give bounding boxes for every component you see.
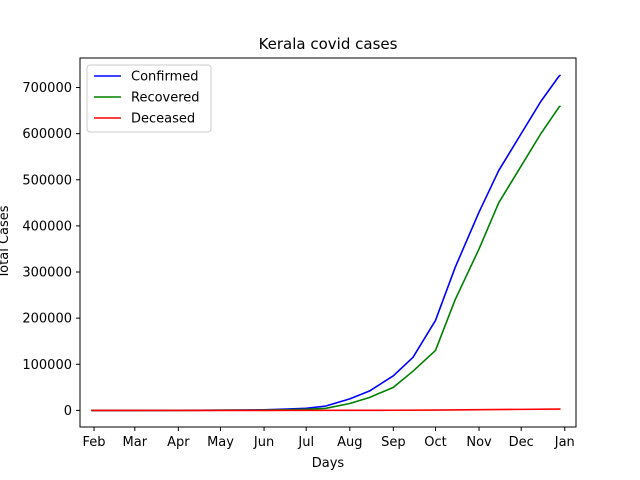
y-tick-label: 700000 bbox=[22, 81, 72, 96]
y-tick-label: 500000 bbox=[22, 173, 72, 188]
series-line-deceased bbox=[91, 408, 561, 412]
x-tick-label: Nov bbox=[466, 435, 492, 450]
legend-label-deceased: Deceased bbox=[131, 112, 195, 127]
x-tick-label: Jul bbox=[297, 435, 314, 450]
y-tick-label: 200000 bbox=[22, 312, 72, 327]
plot-frame bbox=[79, 57, 577, 428]
y-tick-label: 0 bbox=[64, 404, 72, 419]
x-tick-label: May bbox=[207, 435, 234, 450]
x-tick-label: Aug bbox=[337, 435, 362, 450]
x-tick-label: Jun bbox=[253, 435, 274, 450]
x-tick-label: Oct bbox=[424, 435, 446, 450]
legend-label-recovered: Recovered bbox=[131, 91, 200, 106]
legend-label-confirmed: Confirmed bbox=[131, 70, 199, 85]
y-tick-label: 600000 bbox=[22, 127, 72, 142]
x-tick-label: Jan bbox=[554, 435, 575, 450]
x-tick-label: Feb bbox=[83, 435, 106, 450]
y-tick-label: 100000 bbox=[22, 358, 72, 373]
chart-title: Kerala covid cases bbox=[259, 35, 398, 53]
axis-ticks: Feb Mar Apr May Jun Jul Aug Sep Oct Nov Dec Jan 0 100… bbox=[22, 81, 574, 450]
x-tick-label: Dec bbox=[509, 435, 534, 450]
x-axis-label: Days bbox=[312, 456, 345, 471]
x-tick-label: Apr bbox=[167, 435, 190, 450]
y-tick-label: 300000 bbox=[22, 266, 72, 281]
y-axis-label: Total Cases bbox=[0, 205, 12, 279]
y-tick-label: 400000 bbox=[22, 219, 72, 234]
x-tick-label: Sep bbox=[381, 435, 406, 450]
series-lines bbox=[91, 74, 561, 412]
x-tick-label: Mar bbox=[123, 435, 148, 450]
legend: Confirmed Recovered Deceased bbox=[86, 64, 212, 133]
legend-box bbox=[86, 64, 212, 133]
